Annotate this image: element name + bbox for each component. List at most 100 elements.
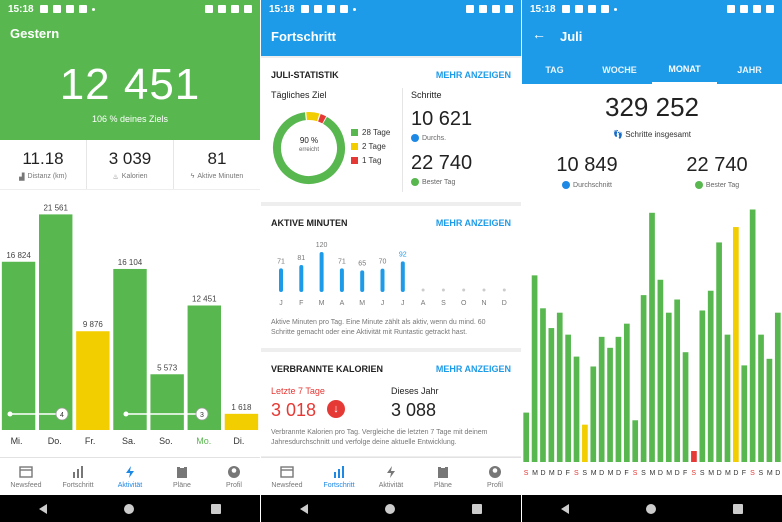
day-bar[interactable] (733, 227, 739, 462)
month-total-steps: 329 252 (605, 92, 699, 122)
goal-line-start (7, 411, 13, 417)
flame-icon: ♨ (112, 173, 119, 181)
day-letter: S (758, 470, 764, 477)
bar[interactable] (113, 268, 147, 430)
recents-icon[interactable] (211, 503, 222, 514)
day-bar[interactable] (640, 295, 647, 462)
day-bar[interactable] (774, 312, 781, 462)
bar[interactable] (76, 331, 110, 430)
back-icon[interactable] (299, 503, 308, 514)
day-bar[interactable] (766, 358, 773, 462)
nav-activity[interactable]: Aktivität (104, 458, 156, 495)
nav-newsfeed[interactable]: Newsfeed (0, 458, 52, 495)
day-bar[interactable] (582, 424, 588, 462)
goal-line-start (123, 411, 129, 417)
day-bar[interactable] (657, 279, 664, 462)
back-arrow-icon[interactable]: ← (532, 26, 546, 42)
bar[interactable] (39, 214, 73, 430)
day-bar[interactable] (573, 356, 580, 462)
nav-progress[interactable]: Fortschritt (313, 458, 365, 495)
bar[interactable] (1, 261, 36, 430)
minutes-value-label: 92 (399, 251, 407, 258)
page-title: Juli (560, 29, 583, 44)
stat-label: Aktive Minuten (197, 173, 244, 180)
nav-newsfeed[interactable]: Newsfeed (261, 458, 313, 495)
profile-icon (489, 465, 501, 478)
notification-dot-icon (352, 7, 356, 11)
day-bar[interactable] (565, 334, 571, 462)
login-icon (600, 5, 609, 13)
day-bar[interactable] (682, 352, 689, 462)
day-letter: M (666, 470, 673, 477)
day-bar[interactable] (556, 312, 563, 462)
nav-profile[interactable]: Profil (469, 458, 521, 495)
day-bar[interactable] (598, 336, 605, 462)
day-bar[interactable] (523, 412, 530, 462)
day-bar[interactable] (741, 365, 748, 462)
stat-label: Kalorien (121, 173, 148, 180)
page-title: Fortschritt (271, 29, 336, 44)
tab-year[interactable]: JAHR (737, 65, 762, 75)
month-label: M (359, 300, 365, 307)
minutes-bar[interactable] (319, 252, 324, 292)
nav-profile[interactable]: Profil (208, 458, 260, 495)
day-bar[interactable] (674, 299, 681, 462)
bar[interactable] (150, 374, 184, 430)
day-bar[interactable] (749, 209, 756, 462)
day-bar[interactable] (548, 328, 555, 462)
minutes-bar[interactable] (339, 268, 344, 292)
recents-icon[interactable] (733, 503, 744, 514)
show-more-link[interactable]: MEHR ANZEIGEN (435, 364, 511, 374)
minutes-bar[interactable] (360, 270, 365, 292)
day-bar[interactable] (758, 334, 764, 462)
weekday-label: Di. (233, 436, 245, 446)
minutes-bar[interactable] (380, 268, 385, 292)
tab-week[interactable]: WOCHE (602, 65, 637, 75)
home-icon[interactable] (123, 503, 134, 514)
nav-plans[interactable]: Pläne (156, 458, 208, 495)
tab-day[interactable]: TAG (545, 65, 564, 75)
day-bar[interactable] (607, 347, 613, 462)
month-label: A (421, 300, 426, 307)
tab-month[interactable]: MONAT (652, 56, 717, 84)
bar[interactable] (224, 413, 259, 430)
nav-progress[interactable]: Fortschritt (52, 458, 104, 495)
stat-value: 81 (207, 149, 227, 168)
day-bar[interactable] (716, 242, 722, 462)
vibrate-icon (727, 5, 735, 13)
day-bar[interactable] (590, 366, 597, 462)
show-more-link[interactable]: MEHR ANZEIGEN (435, 218, 511, 228)
nav-label: Profil (487, 481, 503, 489)
back-icon[interactable] (38, 503, 47, 514)
day-letter: S (582, 470, 588, 477)
day-bar[interactable] (707, 290, 714, 462)
weekly-steps-chart: 16 824 21 561 9 876 16 104 5 573 12 451 1 618 4… (1, 203, 259, 430)
home-icon[interactable] (384, 503, 395, 514)
nav-activity[interactable]: Aktivität (365, 458, 417, 495)
empty-month-dot (441, 288, 445, 292)
day-bar[interactable] (623, 323, 630, 462)
day-bar[interactable] (632, 420, 639, 462)
day-letter: F (683, 470, 688, 477)
day-bar[interactable] (699, 310, 706, 462)
day-bar[interactable] (691, 451, 697, 462)
minutes-bar[interactable] (400, 261, 405, 292)
back-icon[interactable] (560, 503, 569, 514)
day-letter: D (615, 470, 621, 477)
bar-value-label: 16 104 (118, 258, 143, 267)
show-more-link[interactable]: MEHR ANZEIGEN (435, 70, 511, 80)
nav-plans[interactable]: Pläne (417, 458, 469, 495)
minutes-bar[interactable] (299, 265, 304, 292)
day-bar[interactable] (540, 308, 546, 462)
day-bar[interactable] (649, 212, 655, 462)
minutes-bar[interactable] (279, 268, 283, 292)
day-bar[interactable] (724, 334, 731, 462)
day-bar[interactable] (615, 336, 622, 462)
month-label: N (481, 300, 486, 307)
legend-swatch (351, 129, 358, 136)
recents-icon[interactable] (472, 503, 483, 514)
day-bar[interactable] (665, 312, 672, 462)
home-icon[interactable] (645, 503, 656, 514)
day-bar[interactable] (531, 275, 538, 462)
day-letter: D (557, 470, 563, 477)
